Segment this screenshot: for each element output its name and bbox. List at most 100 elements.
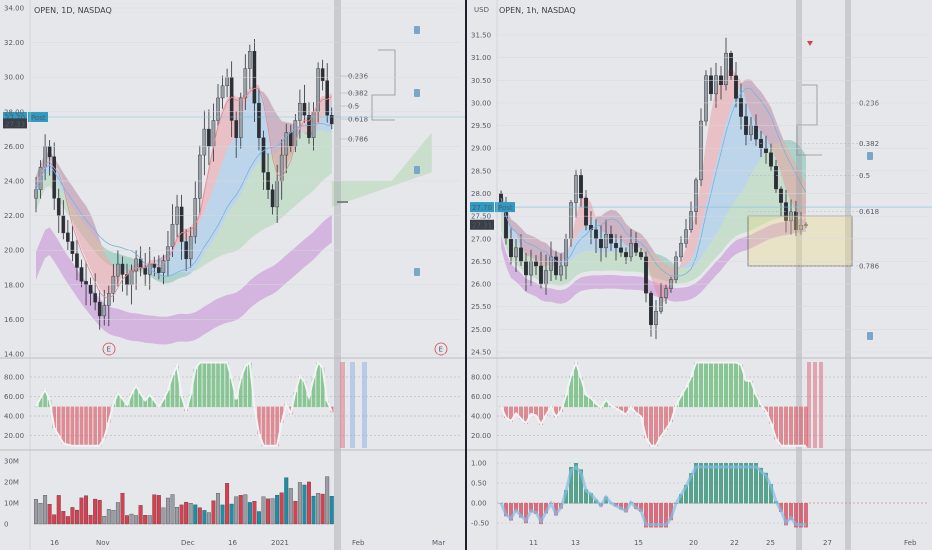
y-tick-label: 28.00: [471, 190, 491, 198]
candle-body: [799, 224, 803, 230]
volume-bar: [120, 492, 125, 525]
candle-body: [161, 260, 166, 273]
y-tick-label: 34.00: [4, 5, 24, 13]
volume-bar: [329, 496, 334, 525]
candle-body: [514, 247, 518, 258]
candle-body: [704, 75, 708, 122]
osc-histogram-bar: [152, 400, 157, 408]
lower-histogram-bar: [744, 463, 748, 504]
volume-bar: [170, 494, 175, 525]
fib-label: 0.618: [348, 116, 368, 124]
candle-body: [724, 52, 728, 86]
candle-body: [579, 175, 583, 199]
x-tick-label: Dec: [181, 539, 195, 547]
lower-histogram-bar: [754, 463, 758, 504]
lower-histogram-bar: [729, 463, 733, 504]
daily-chart-pane[interactable]: 0.236 0.382 0.5 0.618 0.786 27.70 Post 27.33 E E …: [0, 0, 465, 550]
lower-histogram-bar: [799, 503, 803, 528]
osc-histogram-bar: [544, 406, 548, 416]
projection-path: [796, 84, 822, 156]
candle-body: [654, 311, 658, 326]
volume-bar: [261, 496, 266, 525]
osc-histogram-bar: [789, 406, 793, 447]
volume-bar: [79, 497, 84, 525]
osc-histogram-bar: [97, 406, 102, 447]
lower-histogram-bar: [514, 503, 518, 512]
y-tick-label: 31.50: [471, 32, 491, 40]
osc-histogram-bar: [799, 406, 803, 447]
volume-bar: [111, 510, 116, 525]
osc-histogram-bar: [175, 365, 179, 408]
candle-body: [102, 305, 107, 317]
y-tick-label: 18.00: [4, 281, 24, 289]
osc-histogram-bar: [709, 362, 713, 408]
lower-histogram-bar: [694, 463, 698, 504]
lower-histogram-bar: [759, 467, 763, 504]
lower-histogram-bar: [659, 503, 663, 528]
volume-bar: [270, 498, 275, 525]
osc-histogram-bar: [193, 368, 198, 408]
hourly-chart-pane[interactable]: 0.236 0.382 0.5 0.618 0.786 27.70 Post 27.31 80…: [467, 0, 932, 550]
y-tick-label: 22.00: [4, 212, 24, 220]
ma-fast-line: [35, 87, 333, 300]
candle-body: [34, 189, 38, 199]
candle-body: [61, 215, 66, 234]
hourly-chart-svg[interactable]: 0.236 0.382 0.5 0.618 0.786 27.70 Post 27.31 80…: [467, 0, 932, 550]
daily-chart-header: OPEN, 1D, NASDAQ: [34, 6, 112, 15]
candle-body: [275, 180, 279, 208]
candle-body: [225, 76, 229, 87]
volume-bar: [106, 509, 111, 525]
candle-body: [193, 198, 198, 237]
volume-tick-label: 0: [4, 521, 8, 529]
candle-body: [774, 166, 778, 190]
candle-body: [769, 152, 773, 167]
candle-body: [519, 247, 523, 262]
lower-histogram-bar: [684, 484, 688, 504]
osc-histogram-bar: [302, 381, 307, 408]
y-tick-label: 26.00: [4, 143, 24, 151]
lower-histogram-bar: [539, 503, 543, 525]
osc-histogram-bar: [529, 406, 533, 415]
y-tick-label: 25.50: [471, 303, 491, 311]
volume-bar: [161, 507, 166, 525]
price-tag-box: [470, 202, 494, 213]
volume-bar: [75, 509, 79, 525]
side-marker: [414, 268, 420, 276]
osc-histogram-bar: [266, 406, 270, 447]
y-tick-label: 28.50: [471, 167, 491, 175]
lower-histogram-bar: [714, 463, 718, 504]
earnings-marker-label: E: [439, 346, 443, 354]
close-tag-text: 27.31: [472, 222, 492, 230]
volume-bar: [193, 504, 198, 525]
lower-histogram-bar: [579, 469, 583, 504]
osc-histogram-bar: [654, 406, 658, 447]
candle-body: [166, 246, 170, 261]
osc-histogram-bar: [275, 406, 279, 447]
volume-bar: [293, 500, 298, 525]
y-tick-label: 31.00: [471, 54, 491, 62]
osc-histogram-bar: [574, 362, 578, 408]
candle-body: [84, 281, 88, 285]
candle-body: [179, 206, 184, 242]
osc-histogram-bar: [619, 406, 623, 412]
lower-histogram-bar: [649, 503, 653, 528]
volume-bar: [88, 515, 93, 525]
lower-tick-label: 1.00: [471, 460, 487, 468]
osc-histogram-bar: [34, 406, 38, 408]
volume-bar: [56, 495, 61, 525]
target-zone-box: [747, 215, 853, 267]
lower-histogram-bar: [654, 503, 658, 528]
candle-body: [549, 256, 553, 271]
pane-divider[interactable]: [465, 0, 467, 550]
highlight-bar: [334, 0, 341, 550]
y-tick-label: 14.00: [4, 351, 24, 359]
osc-histogram-bar: [102, 406, 107, 439]
osc-histogram-bar: [729, 362, 733, 408]
hourly-chart-header: OPEN, 1h, NASDAQ: [499, 6, 576, 15]
volume-bar: [115, 502, 120, 525]
y-tick-label: 25.00: [471, 326, 491, 334]
osc-histogram-bar: [116, 392, 120, 408]
candle-body: [629, 243, 633, 258]
volume-bar: [311, 495, 316, 525]
